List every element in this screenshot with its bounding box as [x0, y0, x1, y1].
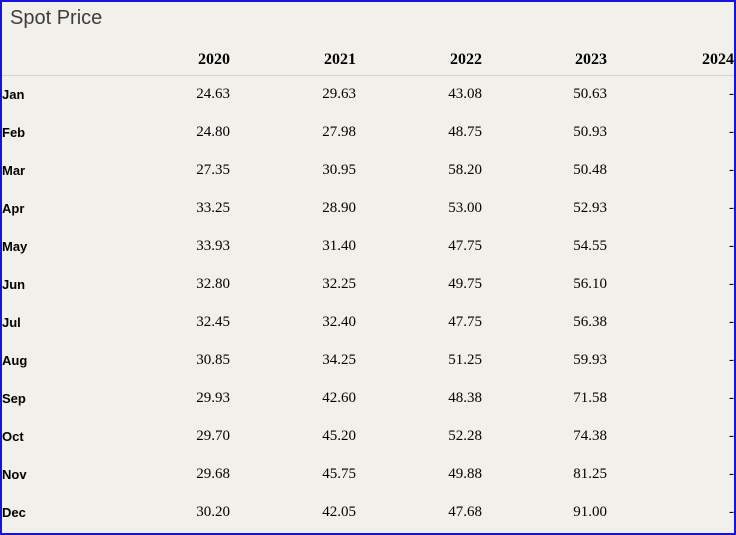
cell-value: 47.68: [448, 504, 482, 520]
cell-value: 58.20: [448, 162, 482, 178]
cell-value: 30.20: [196, 504, 230, 520]
table-row-nov: Nov 29.68 45.75 49.88 81.25 -: [2, 456, 734, 494]
cell-value: 52.93: [573, 200, 607, 216]
corner-cell: [2, 44, 98, 76]
row-label: Dec: [2, 505, 26, 520]
cell-value: 33.25: [196, 200, 230, 216]
table-row-aug: Aug 30.85 34.25 51.25 59.93 -: [2, 342, 734, 380]
cell-value: 81.25: [573, 466, 607, 482]
cell-value: 48.75: [448, 124, 482, 140]
table-body: Jan 24.63 29.63 43.08 50.63 - Feb 24.80 …: [2, 76, 734, 532]
cell-value: 71.58: [573, 390, 607, 406]
table-row-oct: Oct 29.70 45.20 52.28 74.38 -: [2, 418, 734, 456]
cell-value: -: [729, 200, 734, 216]
cell-value: 30.95: [322, 162, 356, 178]
cell-value: 31.40: [322, 238, 356, 254]
cell-value: 34.25: [322, 352, 356, 368]
header-row: 2020 2021 2022 2023 2024: [2, 44, 734, 76]
cell-value: 56.10: [573, 276, 607, 292]
table-row-jul: Jul 32.45 32.40 47.75 56.38 -: [2, 304, 734, 342]
cell-value: 29.93: [196, 390, 230, 406]
table-row-jan: Jan 24.63 29.63 43.08 50.63 -: [2, 76, 734, 114]
cell-value: -: [729, 352, 734, 368]
row-label: Jun: [2, 277, 26, 292]
table-header: 2020 2021 2022 2023 2024: [2, 44, 734, 76]
cell-value: 50.48: [573, 162, 607, 178]
cell-value: -: [729, 86, 734, 103]
cell-value: -: [729, 276, 734, 292]
cell-value: 49.88: [448, 466, 482, 482]
cell-value: 29.70: [196, 428, 230, 444]
cell-value: -: [729, 124, 734, 140]
cell-value: 42.60: [322, 390, 356, 406]
row-label: Aug: [2, 353, 28, 368]
cell-value: 91.00: [573, 504, 607, 520]
cell-value: 24.63: [196, 86, 230, 103]
cell-value: 32.40: [322, 314, 356, 330]
cell-value: 74.38: [573, 428, 607, 444]
cell-value: 45.75: [322, 466, 356, 482]
page-title: Spot Price: [10, 7, 103, 29]
cell-value: -: [729, 466, 734, 482]
column-header-2022: 2022: [356, 44, 482, 76]
cell-value: -: [729, 390, 734, 406]
cell-value: -: [729, 162, 734, 178]
cell-value: 32.25: [322, 276, 356, 292]
cell-value: 32.80: [196, 276, 230, 292]
spot-price-table: 2020 2021 2022 2023 2024 Jan 24.63 29.63…: [2, 44, 734, 532]
cell-value: 51.25: [448, 352, 482, 368]
column-header-2023: 2023: [482, 44, 607, 76]
cell-value: 29.68: [196, 466, 230, 482]
row-label: Nov: [2, 467, 27, 482]
row-label: May: [2, 239, 28, 254]
table-row-jun: Jun 32.80 32.25 49.75 56.10 -: [2, 266, 734, 304]
cell-value: 45.20: [322, 428, 356, 444]
cell-value: 43.08: [448, 86, 482, 103]
cell-value: 56.38: [573, 314, 607, 330]
cell-value: 53.00: [448, 200, 482, 216]
cell-value: 52.28: [448, 428, 482, 444]
cell-value: 28.90: [322, 200, 356, 216]
table-row-mar: Mar 27.35 30.95 58.20 50.48 -: [2, 152, 734, 190]
cell-value: 47.75: [448, 238, 482, 254]
table-row-dec: Dec 30.20 42.05 47.68 91.00 -: [2, 494, 734, 532]
cell-value: 59.93: [573, 352, 607, 368]
table-row-feb: Feb 24.80 27.98 48.75 50.93 -: [2, 114, 734, 152]
cell-value: 29.63: [322, 86, 356, 103]
cell-value: 32.45: [196, 314, 230, 330]
cell-value: 50.63: [573, 86, 607, 103]
cell-value: -: [729, 314, 734, 330]
row-label: Oct: [2, 429, 24, 444]
cell-value: 54.55: [573, 238, 607, 254]
cell-value: 50.93: [573, 124, 607, 140]
cell-value: 48.38: [448, 390, 482, 406]
column-header-2021: 2021: [230, 44, 356, 76]
row-label: Jan: [2, 87, 25, 103]
cell-value: 27.35: [196, 162, 230, 178]
cell-value: 42.05: [322, 504, 356, 520]
table-row-may: May 33.93 31.40 47.75 54.55 -: [2, 228, 734, 266]
cell-value: -: [729, 504, 734, 520]
cell-value: -: [729, 238, 734, 254]
row-label: Mar: [2, 163, 26, 178]
table-row-sep: Sep 29.93 42.60 48.38 71.58 -: [2, 380, 734, 418]
column-header-2024: 2024: [607, 44, 734, 76]
row-label: Apr: [2, 201, 25, 216]
cell-value: 30.85: [196, 352, 230, 368]
column-header-2020: 2020: [98, 44, 230, 76]
cell-value: 47.75: [448, 314, 482, 330]
row-label: Sep: [2, 391, 26, 406]
cell-value: 27.98: [322, 124, 356, 140]
cell-value: -: [729, 428, 734, 444]
table-row-apr: Apr 33.25 28.90 53.00 52.93 -: [2, 190, 734, 228]
row-label: Feb: [2, 125, 26, 140]
cell-value: 49.75: [448, 276, 482, 292]
cell-value: 33.93: [196, 238, 230, 254]
row-label: Jul: [2, 315, 21, 330]
cell-value: 24.80: [196, 124, 230, 140]
